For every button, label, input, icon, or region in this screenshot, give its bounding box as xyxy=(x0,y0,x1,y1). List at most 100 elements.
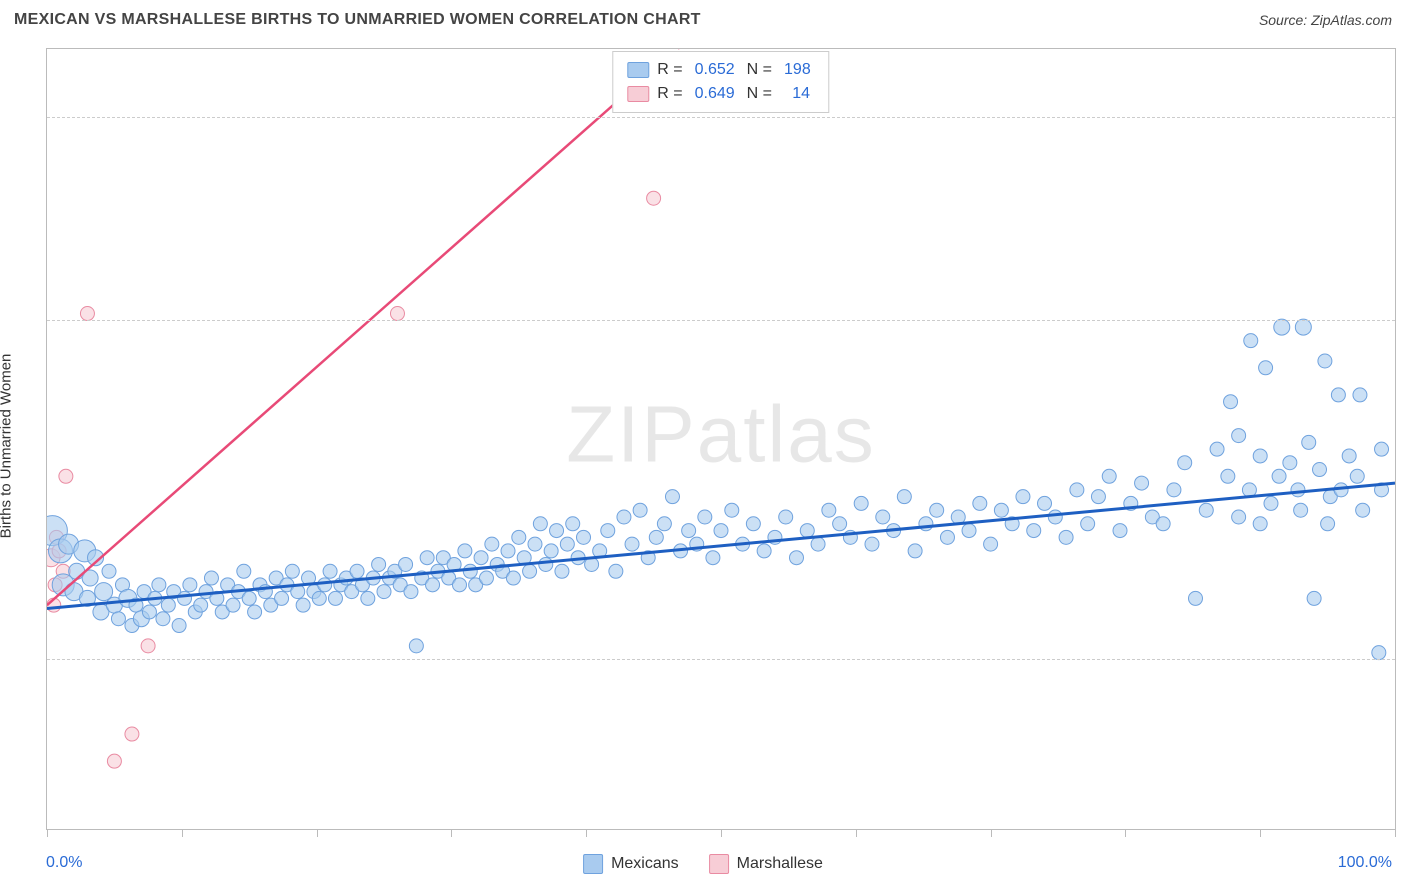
scatter-point xyxy=(1294,503,1308,517)
scatter-point xyxy=(617,510,631,524)
gridline-h xyxy=(47,659,1395,660)
scatter-point xyxy=(682,524,696,538)
correlation-legend-box: R = 0.652 N = 198 R = 0.649 N = 14 xyxy=(612,51,829,113)
scatter-point xyxy=(226,598,240,612)
scatter-point xyxy=(420,551,434,565)
scatter-point xyxy=(1342,449,1356,463)
legend-swatch-icon xyxy=(583,854,603,874)
scatter-point xyxy=(1375,442,1389,456)
scatter-point xyxy=(1188,591,1202,605)
scatter-point xyxy=(194,598,208,612)
scatter-point xyxy=(102,564,116,578)
scatter-point xyxy=(746,517,760,531)
scatter-point xyxy=(822,503,836,517)
x-tick xyxy=(182,829,183,837)
scatter-point xyxy=(318,578,332,592)
x-tick xyxy=(856,829,857,837)
legend-r-value: 0.649 xyxy=(691,82,739,106)
chart-title: MEXICAN VS MARSHALLESE BIRTHS TO UNMARRI… xyxy=(14,11,701,29)
scatter-point xyxy=(177,591,191,605)
scatter-point xyxy=(779,510,793,524)
x-tick xyxy=(1125,829,1126,837)
scatter-point xyxy=(1272,469,1286,483)
scatter-point xyxy=(1113,524,1127,538)
scatter-point xyxy=(328,591,342,605)
gridline-h xyxy=(47,320,1395,321)
scatter-point xyxy=(962,524,976,538)
scatter-point xyxy=(1156,517,1170,531)
scatter-point xyxy=(865,537,879,551)
scatter-point xyxy=(876,510,890,524)
scatter-point xyxy=(1059,530,1073,544)
scatter-point xyxy=(647,191,661,205)
scatter-point xyxy=(665,490,679,504)
scatter-point xyxy=(474,551,488,565)
chart-header: MEXICAN VS MARSHALLESE BIRTHS TO UNMARRI… xyxy=(0,0,1406,40)
scatter-point xyxy=(1291,483,1305,497)
scatter-point xyxy=(811,537,825,551)
scatter-point xyxy=(1283,456,1297,470)
scatter-point xyxy=(1027,524,1041,538)
scatter-point xyxy=(1356,503,1370,517)
scatter-point xyxy=(984,537,998,551)
legend-r-label: R = xyxy=(657,58,682,82)
scatter-point xyxy=(404,585,418,599)
scatter-point xyxy=(1221,469,1235,483)
scatter-point xyxy=(539,557,553,571)
scatter-point xyxy=(1048,510,1062,524)
plot-svg xyxy=(47,49,1395,829)
x-tick xyxy=(1260,829,1261,837)
scatter-point xyxy=(854,496,868,510)
x-tick xyxy=(451,829,452,837)
scatter-point xyxy=(789,551,803,565)
scatter-point xyxy=(156,612,170,626)
scatter-point xyxy=(560,537,574,551)
legend-swatch-icon xyxy=(627,86,649,102)
scatter-point xyxy=(1313,463,1327,477)
scatter-point xyxy=(1199,503,1213,517)
scatter-point xyxy=(1102,469,1116,483)
scatter-point xyxy=(1295,319,1311,335)
scatter-point xyxy=(1135,476,1149,490)
scatter-point xyxy=(1264,496,1278,510)
y-axis-label: Births to Unmarried Women xyxy=(0,354,15,539)
scatter-point xyxy=(1178,456,1192,470)
scatter-point xyxy=(528,537,542,551)
trendline-blue xyxy=(47,483,1395,608)
scatter-point xyxy=(1016,490,1030,504)
scatter-point xyxy=(296,598,310,612)
scatter-point xyxy=(1350,469,1364,483)
series-legend-item: Marshallese xyxy=(709,854,823,874)
scatter-point xyxy=(523,564,537,578)
scatter-point xyxy=(533,517,547,531)
scatter-point xyxy=(141,639,155,653)
scatter-point xyxy=(609,564,623,578)
scatter-point xyxy=(1210,442,1224,456)
scatter-point xyxy=(501,544,515,558)
scatter-point xyxy=(757,544,771,558)
scatter-point xyxy=(550,524,564,538)
legend-n-label: N = xyxy=(747,58,772,82)
scatter-point xyxy=(1307,591,1321,605)
scatter-point xyxy=(544,544,558,558)
scatter-point xyxy=(1353,388,1367,402)
legend-correlation-row: R = 0.649 N = 14 xyxy=(627,82,814,106)
scatter-point xyxy=(994,503,1008,517)
scatter-point xyxy=(625,537,639,551)
legend-correlation-row: R = 0.652 N = 198 xyxy=(627,58,814,82)
series-legend: MexicansMarshallese xyxy=(583,854,823,874)
chart-source: Source: ZipAtlas.com xyxy=(1259,12,1392,28)
scatter-point xyxy=(125,727,139,741)
x-axis-max-label: 100.0% xyxy=(1338,854,1392,872)
scatter-point xyxy=(1038,496,1052,510)
trendline-pink xyxy=(47,69,654,605)
scatter-point xyxy=(142,605,156,619)
scatter-point xyxy=(657,517,671,531)
scatter-point xyxy=(1070,483,1084,497)
scatter-point xyxy=(172,619,186,633)
scatter-point xyxy=(800,524,814,538)
scatter-point xyxy=(479,571,493,585)
scatter-point xyxy=(930,503,944,517)
legend-swatch-icon xyxy=(709,854,729,874)
scatter-point xyxy=(512,530,526,544)
